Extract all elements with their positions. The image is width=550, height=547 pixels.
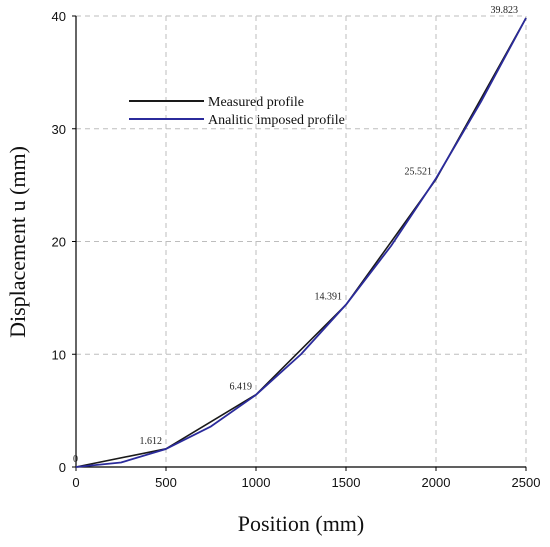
axes [72,15,527,471]
x-tick-label: 2500 [512,475,541,490]
x-tick-label: 500 [155,475,177,490]
y-axis-title: Displacement u (mm) [5,146,30,338]
x-axis-title: Position (mm) [238,511,365,536]
data-label: 1.612 [140,436,163,447]
series-lines [75,17,527,468]
data-label: 14.391 [315,292,343,303]
y-tick-label: 20 [52,235,66,250]
data-label: 0 [73,454,78,465]
legend-label: Analitic imposed profile [208,113,345,128]
y-tick-label: 0 [59,460,66,475]
data-label: 6.419 [230,382,253,393]
y-tick-label: 30 [52,122,66,137]
y-tick-label: 40 [52,9,66,24]
series-line-analytic [75,17,527,468]
x-tick-label: 1500 [332,475,361,490]
legend-label: Measured profile [208,95,304,110]
data-label: 39.823 [491,5,519,16]
series-line-measured [75,17,527,468]
x-tick-label: 1000 [242,475,271,490]
data-labels: 0 1.612 6.419 14.391 25.521 39.823 [73,5,518,465]
tick-labels: 0 500 1000 1500 2000 2500 0 10 20 30 40 [52,9,541,490]
legend: Measured profile Analitic imposed profile [129,95,345,128]
x-tick-label: 2000 [422,475,451,490]
grid [76,15,527,467]
x-tick-label: 0 [72,475,79,490]
data-label: 25.521 [405,166,433,177]
y-tick-label: 10 [52,347,66,362]
